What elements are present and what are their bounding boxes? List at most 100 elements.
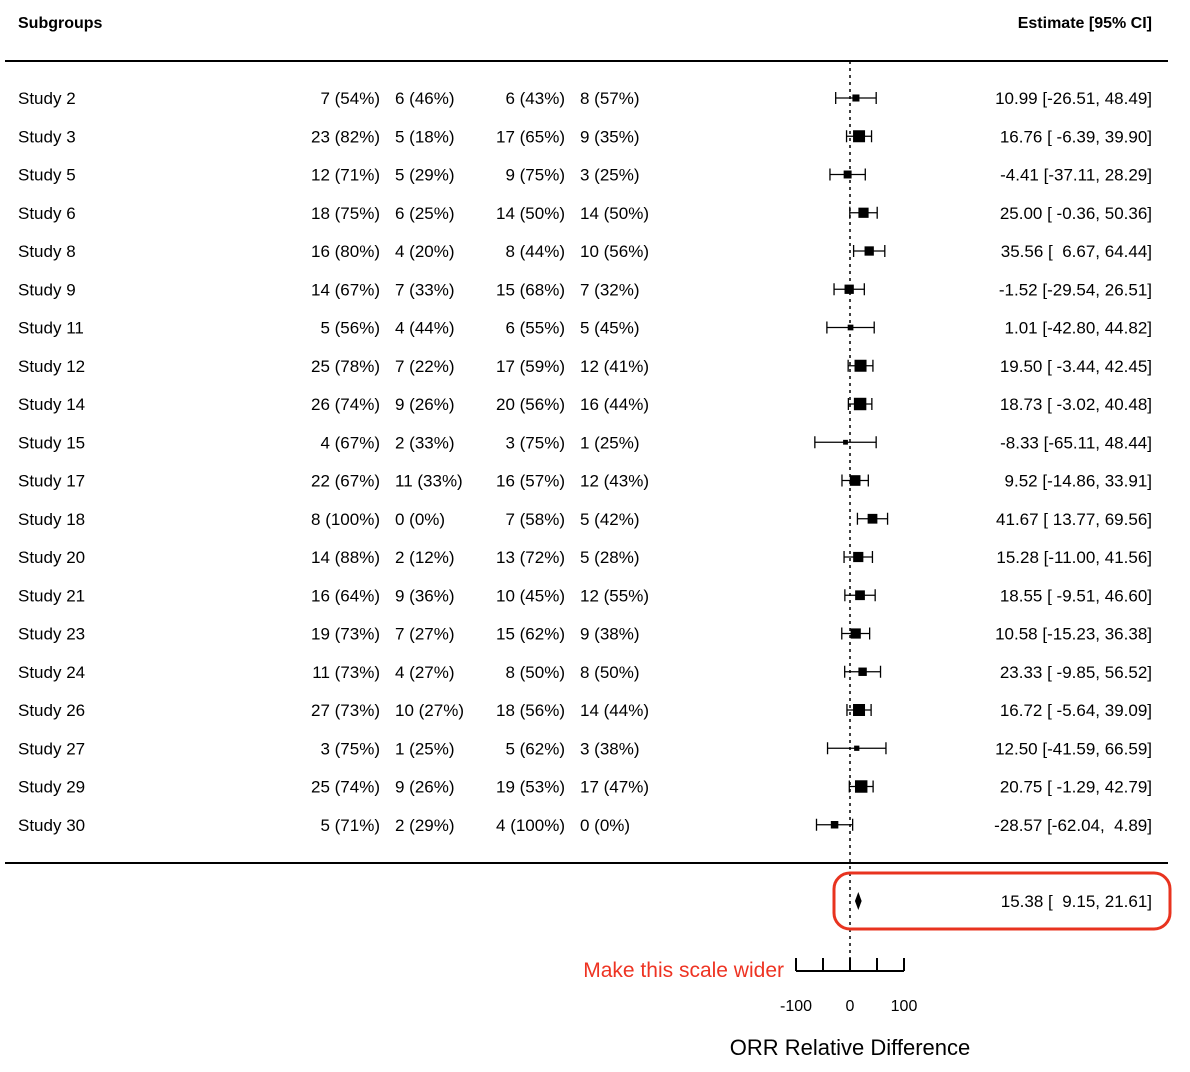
estimate-label: 10.58 [-15.23, 36.38]	[995, 625, 1152, 644]
count-cell: 1 (25%)	[395, 739, 455, 758]
table-row: Study 9 14 (67%) 7 (33%) 15 (68%) 7 (32%) -1.…	[18, 280, 1152, 299]
point-estimate	[855, 590, 865, 601]
point-estimate	[853, 551, 864, 563]
summary-row: 15.38 [ 9.15, 21.61]	[854, 892, 1152, 911]
count-cell: 9 (36%)	[395, 586, 455, 605]
study-name: Study 14	[18, 395, 85, 414]
count-cell: 11 (73%)	[312, 663, 380, 682]
count-cell: 6 (43%)	[505, 89, 565, 108]
summary-diamond	[854, 892, 862, 910]
estimate-label: 18.73 [ -3.02, 40.48]	[1000, 395, 1152, 414]
count-cell: 9 (26%)	[395, 778, 455, 797]
estimate-label: 20.75 [ -1.29, 42.79]	[1000, 778, 1152, 797]
estimate-label: 18.55 [ -9.51, 46.60]	[1000, 586, 1152, 605]
estimate-label: 23.33 [ -9.85, 56.52]	[1000, 663, 1152, 682]
estimate-label: 12.50 [-41.59, 66.59]	[995, 739, 1152, 758]
table-row: Study 6 18 (75%) 6 (25%) 14 (50%) 14 (50%) 25…	[18, 204, 1152, 223]
count-cell: 10 (45%)	[496, 586, 565, 605]
estimate-label: 1.01 [-42.80, 44.82]	[1005, 319, 1152, 338]
count-cell: 14 (44%)	[580, 701, 649, 720]
study-name: Study 24	[18, 663, 85, 682]
count-cell: 6 (25%)	[395, 204, 455, 223]
count-cell: 9 (26%)	[395, 395, 455, 414]
count-cell: 18 (75%)	[311, 204, 380, 223]
point-estimate	[858, 667, 867, 676]
table-row: Study 3 23 (82%) 5 (18%) 17 (65%) 9 (35%) 16.…	[18, 127, 1152, 146]
table-row: Study 2 7 (54%) 6 (46%) 6 (43%) 8 (57%) 10.99…	[18, 89, 1152, 108]
count-cell: 8 (44%)	[505, 242, 565, 261]
count-cell: 13 (72%)	[496, 548, 565, 567]
count-cell: 17 (65%)	[496, 127, 565, 146]
study-rows: Study 2 7 (54%) 6 (46%) 6 (43%) 8 (57%) 10.99…	[18, 89, 1152, 835]
count-cell: 7 (54%)	[320, 89, 380, 108]
count-cell: 9 (38%)	[580, 625, 640, 644]
count-cell: 8 (57%)	[580, 89, 640, 108]
count-cell: 9 (35%)	[580, 127, 640, 146]
count-cell: 14 (50%)	[580, 204, 649, 223]
estimate-label: 10.99 [-26.51, 48.49]	[995, 89, 1152, 108]
count-cell: 25 (78%)	[311, 357, 380, 376]
study-name: Study 29	[18, 778, 85, 797]
count-cell: 22 (67%)	[311, 472, 380, 491]
table-row: Study 26 27 (73%) 10 (27%) 18 (56%) 14 (44%)…	[18, 701, 1152, 720]
study-name: Study 5	[18, 166, 76, 185]
count-cell: 5 (29%)	[395, 166, 455, 185]
count-cell: 18 (56%)	[496, 701, 565, 720]
count-cell: 4 (100%)	[496, 816, 565, 835]
table-row: Study 11 5 (56%) 4 (44%) 6 (55%) 5 (45%) 1.01…	[18, 319, 1152, 338]
count-cell: 14 (50%)	[496, 204, 565, 223]
count-cell: 5 (56%)	[320, 319, 380, 338]
count-cell: 3 (75%)	[320, 739, 380, 758]
count-cell: 19 (73%)	[311, 625, 380, 644]
point-estimate	[847, 324, 854, 331]
point-estimate	[830, 821, 839, 829]
estimate-label: -28.57 [-62.04, 4.89]	[994, 816, 1152, 835]
count-cell: 2 (12%)	[395, 548, 455, 567]
point-estimate	[849, 475, 861, 486]
table-row: Study 18 8 (100%) 0 (0%) 7 (58%) 5 (42%) 41.6…	[18, 510, 1152, 529]
study-name: Study 18	[18, 510, 85, 529]
count-cell: 5 (18%)	[395, 127, 455, 146]
count-cell: 11 (33%)	[395, 472, 463, 491]
count-cell: 7 (32%)	[580, 280, 640, 299]
table-row: Study 5 12 (71%) 5 (29%) 9 (75%) 3 (25%) -4.4…	[18, 166, 1152, 185]
study-name: Study 11	[18, 319, 84, 338]
estimate-label: 15.28 [-11.00, 41.56]	[996, 548, 1152, 567]
table-row: Study 20 14 (88%) 2 (12%) 13 (72%) 5 (28%) 15…	[18, 548, 1152, 567]
count-cell: 0 (0%)	[395, 510, 445, 529]
count-cell: 0 (0%)	[580, 816, 630, 835]
count-cell: 8 (50%)	[505, 663, 565, 682]
table-row: Study 8 16 (80%) 4 (20%) 8 (44%) 10 (56%) 35.…	[18, 242, 1152, 261]
point-estimate	[853, 704, 866, 716]
estimate-label: 16.76 [ -6.39, 39.90]	[1000, 127, 1152, 146]
study-name: Study 23	[18, 625, 85, 644]
annotation-text: Make this scale wider	[583, 959, 784, 982]
plot-header: Subgroups Estimate [95% CI]	[18, 15, 1152, 32]
study-name: Study 6	[18, 204, 76, 223]
x-axis: -100 0 100	[780, 958, 917, 1015]
table-row: Study 24 11 (73%) 4 (27%) 8 (50%) 8 (50%) 23.…	[18, 663, 1152, 682]
study-name: Study 20	[18, 548, 85, 567]
count-cell: 5 (42%)	[580, 510, 640, 529]
count-cell: 7 (58%)	[505, 510, 565, 529]
estimate-label: -1.52 [-29.54, 26.51]	[999, 280, 1152, 299]
count-cell: 15 (68%)	[496, 280, 565, 299]
count-cell: 4 (44%)	[395, 319, 455, 338]
count-cell: 12 (55%)	[580, 586, 649, 605]
count-cell: 3 (75%)	[505, 433, 565, 452]
study-name: Study 2	[18, 89, 76, 108]
x-axis-label: ORR Relative Difference	[730, 1035, 970, 1060]
study-name: Study 15	[18, 433, 85, 452]
count-cell: 19 (53%)	[496, 778, 565, 797]
count-cell: 16 (64%)	[311, 586, 380, 605]
count-cell: 10 (27%)	[395, 701, 464, 720]
count-cell: 9 (75%)	[505, 166, 565, 185]
count-cell: 7 (22%)	[395, 357, 455, 376]
point-estimate	[844, 284, 854, 294]
count-cell: 27 (73%)	[311, 701, 380, 720]
count-cell: 2 (33%)	[395, 433, 455, 452]
estimate-label: 19.50 [ -3.44, 42.45]	[1000, 357, 1152, 376]
table-row: Study 30 5 (71%) 2 (29%) 4 (100%) 0 (0%) -28.…	[18, 816, 1152, 835]
table-row: Study 29 25 (74%) 9 (26%) 19 (53%) 17 (47%) 2…	[18, 778, 1152, 797]
